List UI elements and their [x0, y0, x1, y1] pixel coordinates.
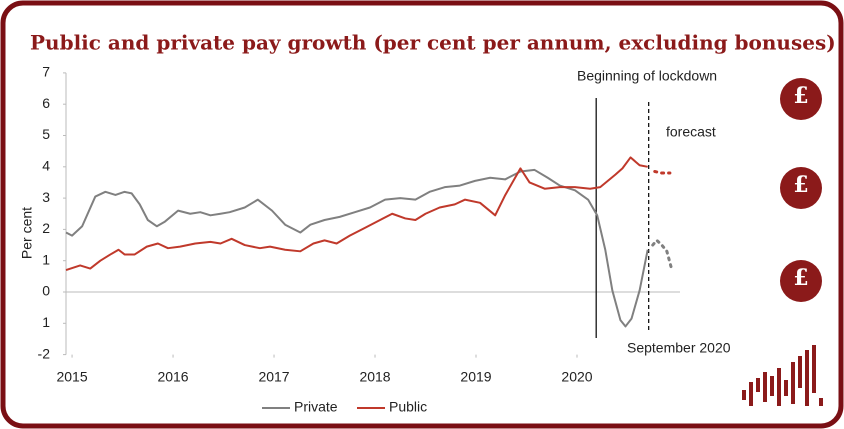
y-tick-label: 7 — [42, 64, 50, 80]
annotation: September 2020 — [627, 340, 731, 356]
y-tick-label: 1 — [42, 314, 50, 330]
legend-label: Public — [389, 399, 427, 415]
series-line — [65, 156, 648, 272]
y-tick-label: 1 — [42, 251, 50, 267]
icon-symbol: £ — [793, 172, 808, 198]
x-tick-label: 2015 — [56, 369, 87, 385]
icon-symbol: £ — [793, 83, 808, 109]
y-tick-label: -2 — [38, 345, 51, 361]
icon-symbol: £ — [793, 265, 808, 291]
y-tick-label: 2 — [42, 220, 50, 236]
x-tick-label: 2020 — [561, 369, 592, 385]
y-axis-label: Per cent — [19, 207, 35, 259]
x-tick-label: 2018 — [359, 369, 390, 385]
x-tick-label: 2017 — [258, 369, 289, 385]
annotation: Beginning of lockdown — [577, 68, 717, 84]
y-tick-label: 0 — [42, 283, 50, 299]
bar-decoration — [742, 345, 823, 406]
legend-label: Private — [294, 399, 338, 415]
y-tick-label: 4 — [42, 158, 50, 174]
icons: £ £ £ — [780, 78, 822, 302]
y-tick-label: 5 — [42, 126, 50, 142]
series-line — [65, 168, 649, 328]
icon-circle — [780, 167, 822, 209]
y-tick-label: 6 — [42, 95, 50, 111]
annotation: forecast — [666, 124, 716, 140]
chart-title: Public and private pay growth (per cent … — [30, 31, 836, 55]
x-tick-label: 2019 — [460, 369, 491, 385]
icon-circle — [780, 78, 822, 120]
forecast-line-series — [651, 238, 674, 272]
forecast-line-series — [653, 169, 672, 175]
icon-circle — [780, 260, 822, 302]
y-tick-label: 3 — [42, 189, 50, 205]
x-tick-label: 2016 — [157, 369, 188, 385]
